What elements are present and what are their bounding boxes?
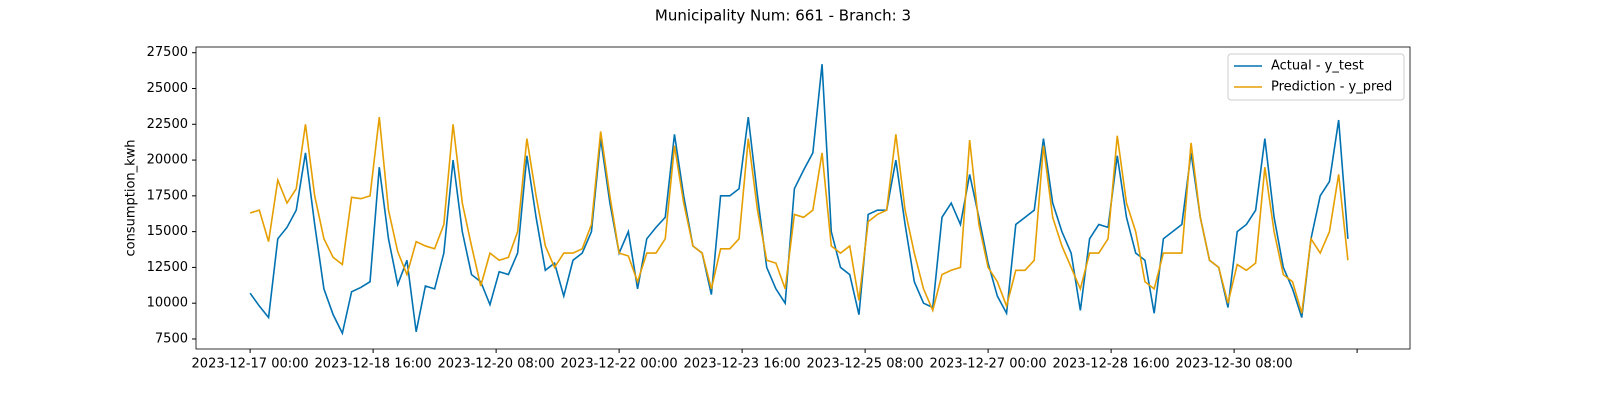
x-tick-label: 2023-12-23 16:00 bbox=[684, 357, 801, 372]
series-line bbox=[249, 117, 1349, 314]
x-tick-label: 2023-12-18 16:00 bbox=[315, 357, 432, 372]
x-tick-label: 2023-12-27 00:00 bbox=[930, 357, 1047, 372]
x-tick-label: 2023-12-17 00:00 bbox=[192, 357, 309, 372]
plot-frame bbox=[195, 46, 1411, 350]
y-tick-label: 7500 bbox=[155, 331, 188, 346]
series-line bbox=[249, 64, 1349, 336]
x-tick-label: 2023-12-25 08:00 bbox=[807, 357, 924, 372]
x-tick-label: 2023-12-20 08:00 bbox=[438, 357, 555, 372]
legend-label: Prediction - y_pred bbox=[1271, 80, 1392, 95]
y-tick-label: 22500 bbox=[147, 117, 188, 132]
y-tick-label: 27500 bbox=[147, 45, 188, 60]
y-axis-label: consumption_kwh bbox=[124, 139, 139, 256]
legend-label: Actual - y_test bbox=[1271, 59, 1364, 74]
y-tick-label: 10000 bbox=[147, 296, 188, 311]
x-tick-label: 2023-12-28 16:00 bbox=[1053, 357, 1170, 372]
x-tick-label: 2023-12-22 00:00 bbox=[561, 357, 678, 372]
x-tick-label: 2023-12-30 08:00 bbox=[1176, 357, 1293, 372]
y-tick-label: 12500 bbox=[147, 260, 188, 275]
chart-title: Municipality Num: 661 - Branch: 3 bbox=[655, 7, 911, 25]
y-tick-label: 17500 bbox=[147, 188, 188, 203]
legend-box bbox=[1227, 53, 1405, 101]
y-tick-label: 20000 bbox=[147, 153, 188, 168]
y-tick-label: 15000 bbox=[147, 224, 188, 239]
y-tick-label: 25000 bbox=[147, 81, 188, 96]
